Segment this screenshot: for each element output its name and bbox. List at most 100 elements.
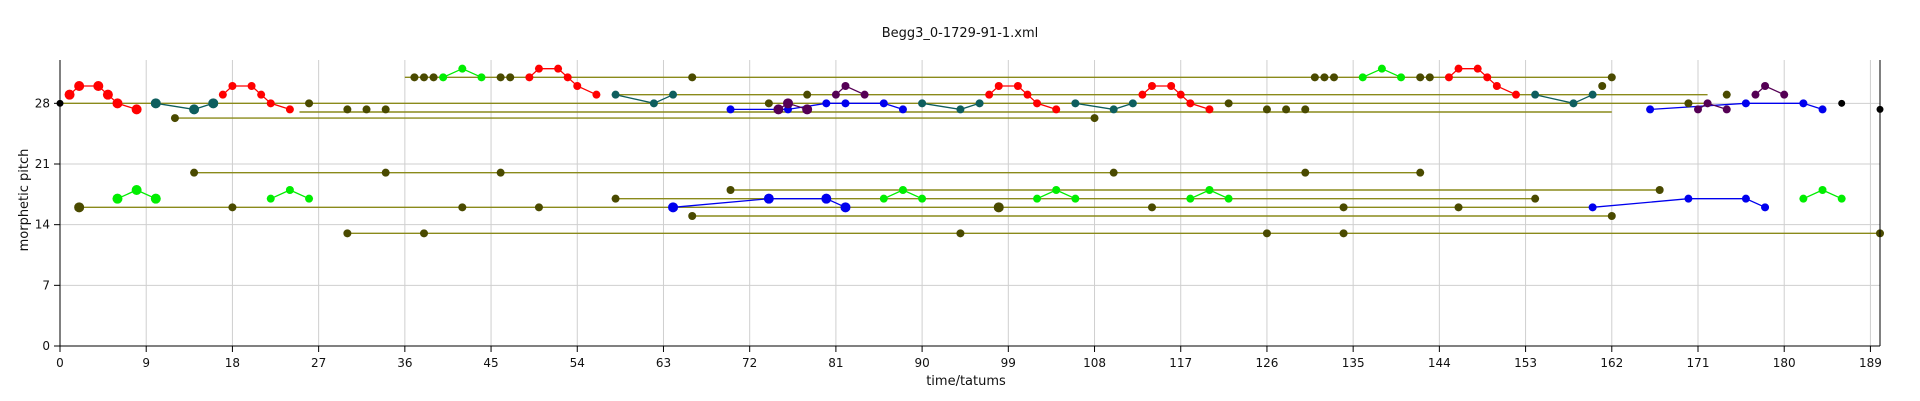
note-dot — [688, 73, 697, 82]
note-dot — [343, 105, 352, 114]
series-layer — [64, 64, 1846, 213]
note-dot — [1090, 114, 1099, 123]
note-dot — [534, 203, 543, 212]
series-point — [1761, 82, 1770, 90]
note-dot — [1607, 73, 1616, 82]
series-group — [879, 186, 927, 203]
series-point — [669, 90, 678, 99]
span-lines — [60, 76, 1880, 235]
series-line — [1075, 102, 1133, 111]
series-point — [898, 186, 907, 194]
series-point — [1588, 203, 1597, 212]
series-point — [1703, 99, 1712, 108]
series-point — [592, 90, 601, 99]
series-group — [1531, 90, 1597, 108]
x-tick-label: 153 — [1514, 356, 1537, 370]
series-point — [783, 98, 793, 109]
series-point — [649, 99, 658, 108]
x-tick-label: 108 — [1083, 356, 1106, 370]
series-point — [1397, 73, 1406, 82]
series-point — [1483, 73, 1492, 82]
note-dot — [993, 202, 1004, 213]
note-dot — [420, 229, 428, 238]
series-point — [1761, 203, 1770, 212]
note-dot — [1655, 186, 1664, 194]
x-tick-label: 45 — [483, 356, 498, 370]
series-point — [1186, 99, 1195, 108]
x-axis-label: time/tatums — [926, 374, 1006, 389]
y-tick-label: 28 — [35, 96, 50, 110]
series-point — [64, 89, 75, 100]
series-point — [285, 186, 294, 194]
series-point — [1818, 105, 1827, 114]
series-group — [1358, 64, 1406, 82]
series-point — [1023, 90, 1032, 99]
series-point — [611, 90, 620, 99]
series-point — [763, 193, 774, 204]
series-point — [1741, 99, 1750, 108]
series-line — [155, 102, 214, 111]
series-point — [189, 104, 200, 115]
note-dot — [1339, 203, 1348, 212]
series-point — [1569, 99, 1578, 108]
series-point — [1444, 73, 1453, 82]
series-group — [1646, 99, 1827, 114]
series-group — [112, 185, 161, 204]
series-line — [730, 102, 904, 111]
series-point — [1722, 105, 1731, 114]
series-group — [218, 82, 294, 114]
series-line — [1592, 198, 1766, 208]
note-dot — [1684, 99, 1693, 108]
series-point — [1646, 105, 1655, 114]
note-dot — [496, 73, 505, 82]
series-group — [439, 64, 486, 82]
series-group — [1071, 99, 1137, 114]
series-point — [1109, 105, 1118, 114]
note-dot — [1301, 105, 1310, 114]
series-point — [266, 194, 275, 203]
x-tick-label: 135 — [1342, 356, 1365, 370]
note-dot — [1531, 194, 1540, 203]
series-line — [835, 85, 865, 96]
series-point — [879, 194, 888, 203]
series-point — [150, 98, 161, 109]
note-dot — [1320, 73, 1329, 82]
series-point — [1799, 99, 1808, 108]
series-group — [668, 193, 851, 213]
series-point — [208, 98, 219, 109]
note-dot — [1722, 90, 1731, 99]
series-point — [1818, 186, 1827, 194]
series-point — [1071, 99, 1080, 108]
note-dot — [1330, 73, 1338, 82]
series-group — [918, 99, 984, 114]
series-point — [74, 81, 85, 91]
series-point — [1176, 90, 1185, 99]
note-dot — [420, 73, 428, 82]
series-point — [1751, 90, 1760, 99]
y-tick-label: 21 — [35, 157, 50, 171]
note-dot — [1310, 73, 1319, 82]
note-dot — [1339, 229, 1348, 238]
series-point — [458, 64, 467, 73]
series-group — [1694, 99, 1731, 114]
series-line — [1535, 94, 1593, 104]
series-group — [1751, 82, 1789, 99]
series-group — [525, 64, 601, 99]
series-point — [1694, 105, 1702, 114]
series-point — [1071, 194, 1080, 203]
series-point — [257, 90, 266, 99]
series-point — [266, 99, 275, 108]
series-group — [773, 98, 813, 115]
x-tick-label: 90 — [914, 356, 929, 370]
series-point — [1138, 90, 1147, 99]
series-point — [773, 104, 784, 115]
note-dot — [1109, 168, 1118, 177]
series-group — [64, 81, 142, 115]
x-tick-label: 63 — [656, 356, 671, 370]
series-group — [1588, 194, 1770, 212]
x-tick-label: 81 — [828, 356, 843, 370]
x-tick-label: 117 — [1169, 356, 1192, 370]
note-dot — [1262, 229, 1271, 238]
series-point — [879, 99, 888, 108]
